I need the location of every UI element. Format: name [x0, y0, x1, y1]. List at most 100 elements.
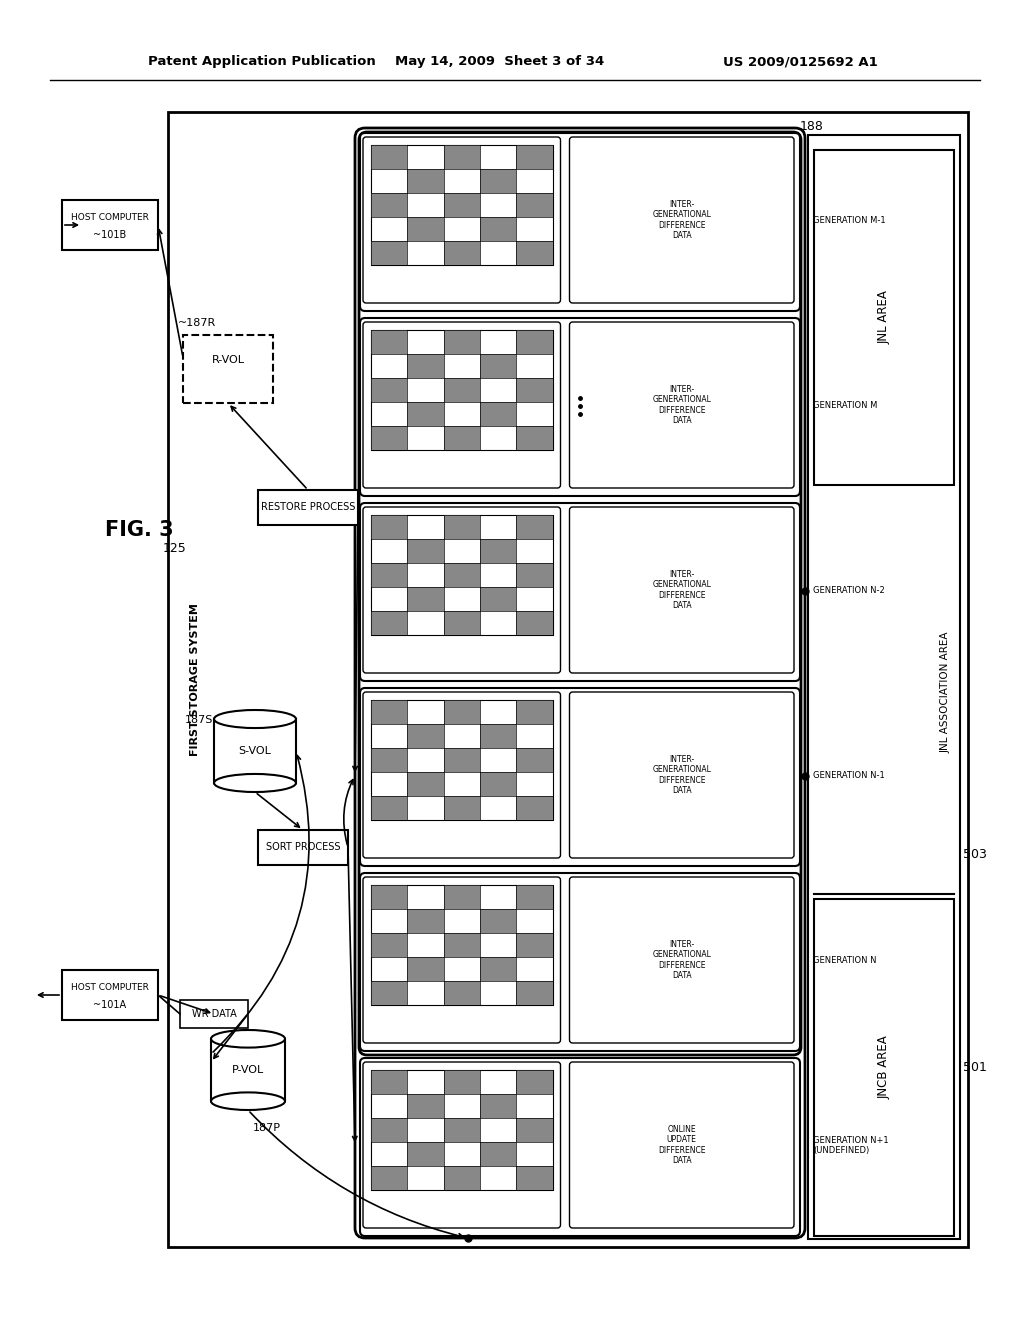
Bar	[516, 1071, 553, 1094]
Bar	[480, 957, 516, 981]
Bar	[371, 515, 408, 539]
Bar	[480, 403, 516, 426]
Text: HOST COMPUTER: HOST COMPUTER	[71, 213, 148, 222]
Bar	[808, 135, 961, 1239]
FancyBboxPatch shape	[362, 692, 560, 858]
Text: GENERATION N: GENERATION N	[813, 956, 877, 965]
Text: HOST COMPUTER: HOST COMPUTER	[71, 982, 148, 991]
Bar	[408, 354, 443, 378]
Bar	[371, 981, 408, 1005]
Bar	[516, 145, 553, 169]
Bar	[443, 1118, 480, 1142]
Bar	[443, 1071, 480, 1094]
Bar	[516, 748, 553, 772]
Bar	[516, 193, 553, 216]
Bar	[371, 1071, 553, 1191]
Bar	[480, 539, 516, 564]
Bar	[408, 539, 443, 564]
Bar	[371, 933, 408, 957]
FancyBboxPatch shape	[360, 873, 800, 1051]
FancyBboxPatch shape	[360, 318, 800, 496]
Bar	[371, 145, 553, 265]
Bar	[443, 884, 480, 909]
Ellipse shape	[211, 1093, 285, 1110]
Text: RESTORE PROCESS: RESTORE PROCESS	[261, 503, 355, 512]
Bar	[371, 884, 553, 1005]
FancyBboxPatch shape	[362, 322, 560, 488]
Bar	[371, 796, 408, 820]
Text: 125: 125	[163, 541, 186, 554]
FancyBboxPatch shape	[569, 876, 794, 1043]
Bar	[214, 719, 296, 783]
Text: DIFFERENTIAL
BM: DIFFERENTIAL BM	[432, 247, 492, 267]
Bar	[516, 884, 553, 909]
Ellipse shape	[214, 774, 296, 792]
Bar	[443, 193, 480, 216]
Text: JNL AREA: JNL AREA	[878, 290, 891, 345]
Bar	[371, 330, 553, 450]
Bar	[371, 700, 408, 723]
Ellipse shape	[214, 710, 296, 729]
Bar	[168, 112, 968, 1247]
FancyBboxPatch shape	[355, 128, 805, 1238]
Bar	[443, 564, 480, 587]
Text: FIG. 3: FIG. 3	[105, 520, 174, 540]
Bar	[371, 426, 408, 450]
Bar	[443, 933, 480, 957]
Text: INTER-
GENERATIONAL
DIFFERENCE
DATA: INTER- GENERATIONAL DIFFERENCE DATA	[652, 199, 712, 240]
Bar	[516, 515, 553, 539]
Bar	[408, 957, 443, 981]
Bar	[516, 330, 553, 354]
Text: US 2009/0125692 A1: US 2009/0125692 A1	[723, 55, 878, 69]
Text: ~101B: ~101B	[93, 230, 127, 240]
Bar	[371, 564, 408, 587]
Bar	[443, 611, 480, 635]
Bar	[516, 611, 553, 635]
FancyBboxPatch shape	[569, 322, 794, 488]
Text: 187P: 187P	[253, 1123, 281, 1133]
Bar	[371, 515, 553, 635]
Bar	[480, 909, 516, 933]
FancyBboxPatch shape	[569, 1063, 794, 1228]
Bar	[183, 335, 273, 403]
FancyBboxPatch shape	[362, 876, 560, 1043]
Bar	[408, 216, 443, 242]
Text: JNCB AREA: JNCB AREA	[878, 1036, 891, 1100]
Text: FIRST STORAGE SYSTEM: FIRST STORAGE SYSTEM	[190, 603, 200, 756]
Text: ~187R: ~187R	[178, 318, 216, 327]
Bar	[480, 216, 516, 242]
Bar	[371, 884, 408, 909]
Bar	[480, 723, 516, 748]
Text: INTER-
GENERATIONAL
DIFFERENCE
DATA: INTER- GENERATIONAL DIFFERENCE DATA	[652, 570, 712, 610]
Text: INTER-
GENERATIONAL
DIFFERENCE
DATA: INTER- GENERATIONAL DIFFERENCE DATA	[652, 940, 712, 979]
Bar	[480, 772, 516, 796]
Text: P-VOL: P-VOL	[231, 1065, 264, 1074]
Bar	[62, 201, 158, 249]
Bar	[516, 1166, 553, 1191]
Text: DIFFERENTIAL
BM: DIFFERENTIAL BM	[432, 987, 492, 1006]
Bar	[371, 1071, 408, 1094]
Text: WR DATA: WR DATA	[191, 1008, 237, 1019]
Bar	[371, 242, 408, 265]
FancyBboxPatch shape	[362, 507, 560, 673]
Bar	[516, 242, 553, 265]
Bar	[62, 970, 158, 1020]
Bar	[371, 145, 408, 169]
FancyBboxPatch shape	[569, 507, 794, 673]
Bar	[371, 700, 553, 820]
Text: S-VOL: S-VOL	[239, 746, 271, 756]
Text: INTER-
GENERATIONAL
DIFFERENCE
DATA: INTER- GENERATIONAL DIFFERENCE DATA	[652, 385, 712, 425]
Text: ~101A: ~101A	[93, 1001, 127, 1010]
Bar	[443, 1166, 480, 1191]
Bar	[516, 981, 553, 1005]
Text: INTER-
GENERATIONAL
DIFFERENCE
DATA: INTER- GENERATIONAL DIFFERENCE DATA	[652, 755, 712, 795]
Bar	[408, 1142, 443, 1166]
Text: Patent Application Publication: Patent Application Publication	[148, 55, 376, 69]
Bar	[371, 193, 408, 216]
Text: DIFFERENTIAL
BM: DIFFERENTIAL BM	[432, 1172, 492, 1191]
Bar	[408, 772, 443, 796]
Text: R-VOL: R-VOL	[212, 355, 245, 366]
Text: DIFFERENTIAL
BM: DIFFERENTIAL BM	[432, 801, 492, 821]
Bar	[408, 909, 443, 933]
Text: SORT PROCESS: SORT PROCESS	[266, 842, 340, 853]
